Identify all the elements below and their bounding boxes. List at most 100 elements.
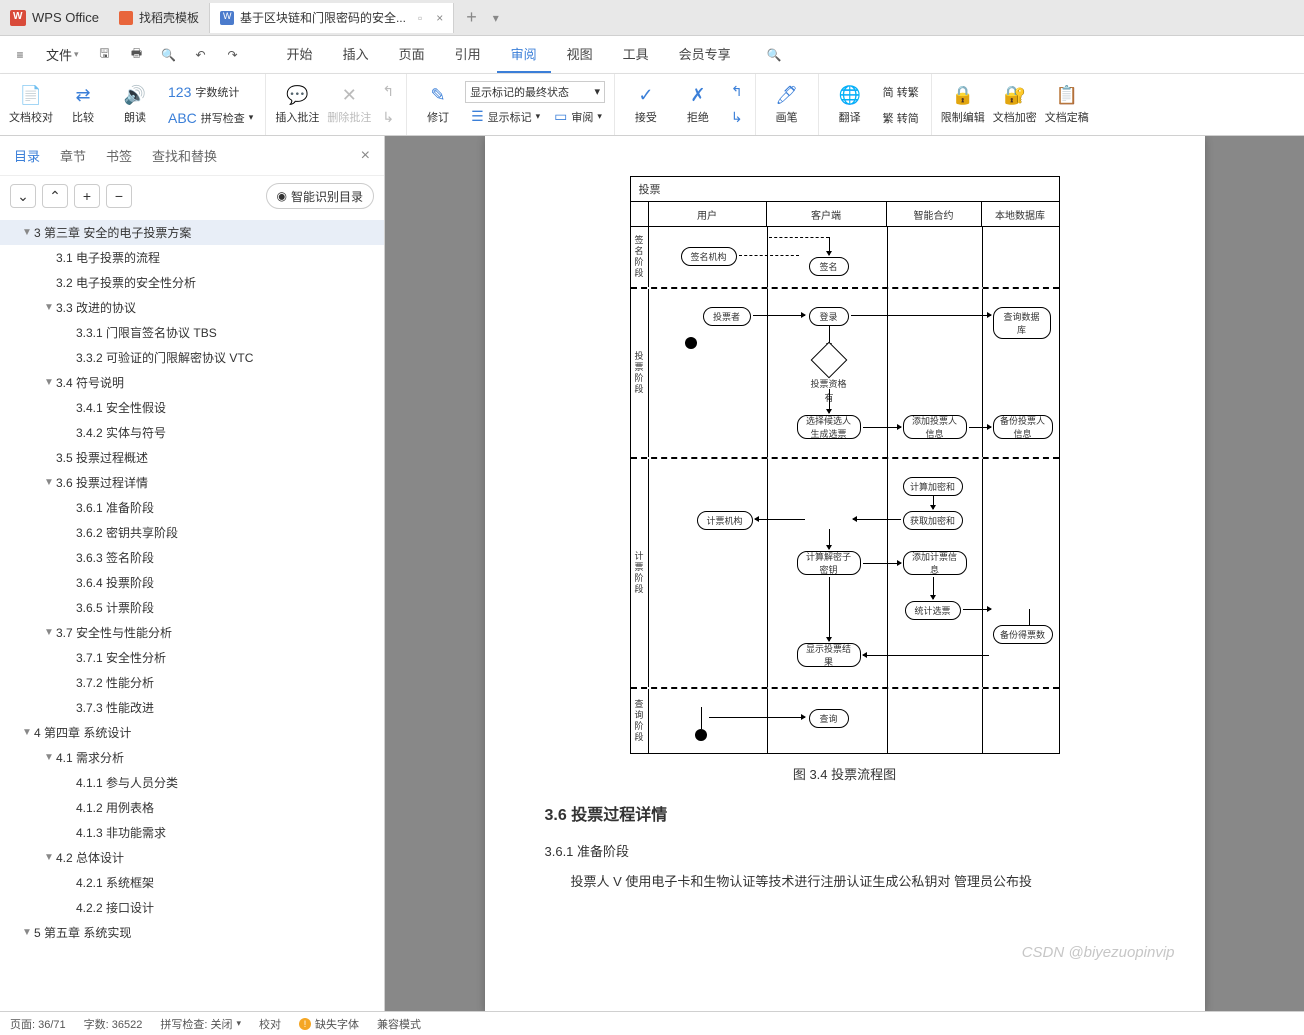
outline-item[interactable]: ▼4 第四章 系统设计 — [0, 720, 384, 745]
menu-start[interactable]: 开始 — [273, 36, 327, 73]
show-markup-button[interactable]: ☰显示标记▾ — [465, 105, 546, 129]
encrypt-button[interactable]: 🔐文档加密 — [990, 78, 1040, 132]
outline-item[interactable]: ▼3.6 投票过程详情 — [0, 470, 384, 495]
prev-change-button[interactable]: ↰ — [725, 80, 749, 104]
outline-item[interactable]: 4.1.1 参与人员分类 — [0, 770, 384, 795]
outline-item[interactable]: ▼3 第三章 安全的电子投票方案 — [0, 220, 384, 245]
status-page[interactable]: 页面: 36/71 — [10, 1016, 66, 1032]
print-icon[interactable]: 🖶 — [123, 42, 151, 68]
delete-comment-button[interactable]: ✕删除批注 — [324, 78, 374, 132]
tab-dropdown-icon[interactable]: ▫ — [418, 11, 422, 25]
outline-item[interactable]: ▼4.2 总体设计 — [0, 845, 384, 870]
reject-button[interactable]: ✗拒绝 — [673, 78, 723, 132]
outline-item[interactable]: 3.3.1 门限盲签名协议 TBS — [0, 320, 384, 345]
remove-button[interactable]: − — [106, 184, 132, 208]
spell-check-button[interactable]: ABC拼写检查▾ — [162, 106, 259, 130]
outline-item[interactable]: 4.2.1 系统框架 — [0, 870, 384, 895]
menu-page[interactable]: 页面 — [385, 36, 439, 73]
menu-member[interactable]: 会员专享 — [665, 36, 745, 73]
outline-item[interactable]: 3.7.3 性能改进 — [0, 695, 384, 720]
redo-icon[interactable]: ↷ — [219, 42, 247, 68]
menu-review[interactable]: 审阅 — [497, 36, 551, 73]
insert-comment-button[interactable]: 💬插入批注 — [272, 78, 322, 132]
outline-item[interactable]: 3.7.1 安全性分析 — [0, 645, 384, 670]
outline-item[interactable]: 3.7.2 性能分析 — [0, 670, 384, 695]
sidebar-tab-toc[interactable]: 目录 — [14, 142, 40, 169]
restrict-edit-button[interactable]: 🔒限制编辑 — [938, 78, 988, 132]
add-button[interactable]: + — [74, 184, 100, 208]
outline-toggle-icon[interactable]: ▼ — [42, 627, 56, 638]
outline-item[interactable]: ▼3.3 改进的协议 — [0, 295, 384, 320]
next-change-button[interactable]: ↳ — [725, 106, 749, 130]
tab-menu-icon[interactable]: ▾ — [493, 11, 499, 25]
sidebar-tab-findreplace[interactable]: 查找和替换 — [152, 142, 217, 169]
accept-button[interactable]: ✓接受 — [621, 78, 671, 132]
smart-toc-button[interactable]: ◉智能识别目录 — [266, 183, 375, 209]
outline-item[interactable]: ▼3.4 符号说明 — [0, 370, 384, 395]
outline-toggle-icon[interactable]: ▼ — [20, 227, 34, 238]
tab-document[interactable]: 基于区块链和门限密码的安全... ▫ × — [210, 3, 454, 33]
outline-item[interactable]: 3.1 电子投票的流程 — [0, 245, 384, 270]
doc-check-button[interactable]: 📄文档校对 — [6, 78, 56, 132]
menu-view[interactable]: 视图 — [553, 36, 607, 73]
sidebar-close-icon[interactable]: × — [361, 147, 370, 165]
outline-item[interactable]: 3.6.1 准备阶段 — [0, 495, 384, 520]
undo-icon[interactable]: ↶ — [187, 42, 215, 68]
translate-button[interactable]: 🌐翻译 — [825, 78, 875, 132]
word-count-button[interactable]: 123字数统计 — [162, 80, 259, 104]
outline-toggle-icon[interactable]: ▼ — [42, 752, 56, 763]
document-viewport[interactable]: 投票 用户 客户端 智能合约 本地数据库 签名阶段 签名机构 — [385, 136, 1304, 1011]
next-comment-button[interactable]: ↳ — [376, 106, 400, 130]
outline-item[interactable]: 3.2 电子投票的安全性分析 — [0, 270, 384, 295]
outline-item[interactable]: 3.4.1 安全性假设 — [0, 395, 384, 420]
preview-icon[interactable]: 🔍 — [155, 42, 183, 68]
outline-item[interactable]: ▼4.1 需求分析 — [0, 745, 384, 770]
trad-to-simp-button[interactable]: 繁 转简 — [877, 106, 925, 130]
expand-button[interactable]: ⌃ — [42, 184, 68, 208]
outline-item[interactable]: ▼3.7 安全性与性能分析 — [0, 620, 384, 645]
outline-item[interactable]: 3.6.4 投票阶段 — [0, 570, 384, 595]
compare-button[interactable]: ⇄比较 — [58, 78, 108, 132]
tab-close-icon[interactable]: × — [436, 11, 443, 25]
review-pane-button[interactable]: ▭审阅▾ — [548, 105, 608, 129]
status-spell[interactable]: 拼写检查: 关闭 ▾ — [160, 1016, 241, 1032]
revision-view-dropdown[interactable]: 显示标记的最终状态▾ — [465, 81, 605, 103]
outline-toggle-icon[interactable]: ▼ — [20, 927, 34, 938]
finalize-button[interactable]: 📋文档定稿 — [1042, 78, 1092, 132]
hamburger-icon[interactable]: ≡ — [6, 42, 34, 68]
status-compat[interactable]: 兼容模式 — [377, 1016, 421, 1032]
simp-to-trad-button[interactable]: 简 转繁 — [877, 80, 925, 104]
outline-item[interactable]: 3.6.3 签名阶段 — [0, 545, 384, 570]
outline-item[interactable]: 4.1.3 非功能需求 — [0, 820, 384, 845]
status-missing-font[interactable]: !缺失字体 — [299, 1016, 359, 1032]
save-icon[interactable]: 🖫 — [91, 42, 119, 68]
prev-comment-button[interactable]: ↰ — [376, 80, 400, 104]
outline-item[interactable]: 3.5 投票过程概述 — [0, 445, 384, 470]
outline-item[interactable]: 3.4.2 实体与符号 — [0, 420, 384, 445]
outline-item[interactable]: 3.6.5 计票阶段 — [0, 595, 384, 620]
search-icon[interactable]: 🔍 — [757, 42, 792, 68]
menu-insert[interactable]: 插入 — [329, 36, 383, 73]
status-proof[interactable]: 校对 — [259, 1016, 281, 1032]
outline-toggle-icon[interactable]: ▼ — [42, 477, 56, 488]
read-button[interactable]: 🔊朗读 — [110, 78, 160, 132]
sidebar-tab-bookmark[interactable]: 书签 — [106, 142, 132, 169]
outline-item[interactable]: ▼5 第五章 系统实现 — [0, 920, 384, 945]
outline-item[interactable]: 4.1.2 用例表格 — [0, 795, 384, 820]
tab-template[interactable]: 找稻壳模板 — [109, 3, 210, 33]
menu-reference[interactable]: 引用 — [441, 36, 495, 73]
revise-button[interactable]: ✎修订 — [413, 78, 463, 132]
outline-toggle-icon[interactable]: ▼ — [42, 302, 56, 313]
menu-tools[interactable]: 工具 — [609, 36, 663, 73]
status-words[interactable]: 字数: 36522 — [84, 1016, 143, 1032]
outline-toggle-icon[interactable]: ▼ — [42, 377, 56, 388]
new-tab-button[interactable]: + — [454, 7, 489, 28]
collapse-button[interactable]: ⌄ — [10, 184, 36, 208]
outline-toggle-icon[interactable]: ▼ — [42, 852, 56, 863]
outline-item[interactable]: 3.6.2 密钥共享阶段 — [0, 520, 384, 545]
file-menu[interactable]: 文件▾ — [38, 45, 87, 64]
ink-button[interactable]: 🖊画笔 — [762, 78, 812, 132]
outline-item[interactable]: 3.3.2 可验证的门限解密协议 VTC — [0, 345, 384, 370]
sidebar-tab-chapter[interactable]: 章节 — [60, 142, 86, 169]
outline-toggle-icon[interactable]: ▼ — [20, 727, 34, 738]
